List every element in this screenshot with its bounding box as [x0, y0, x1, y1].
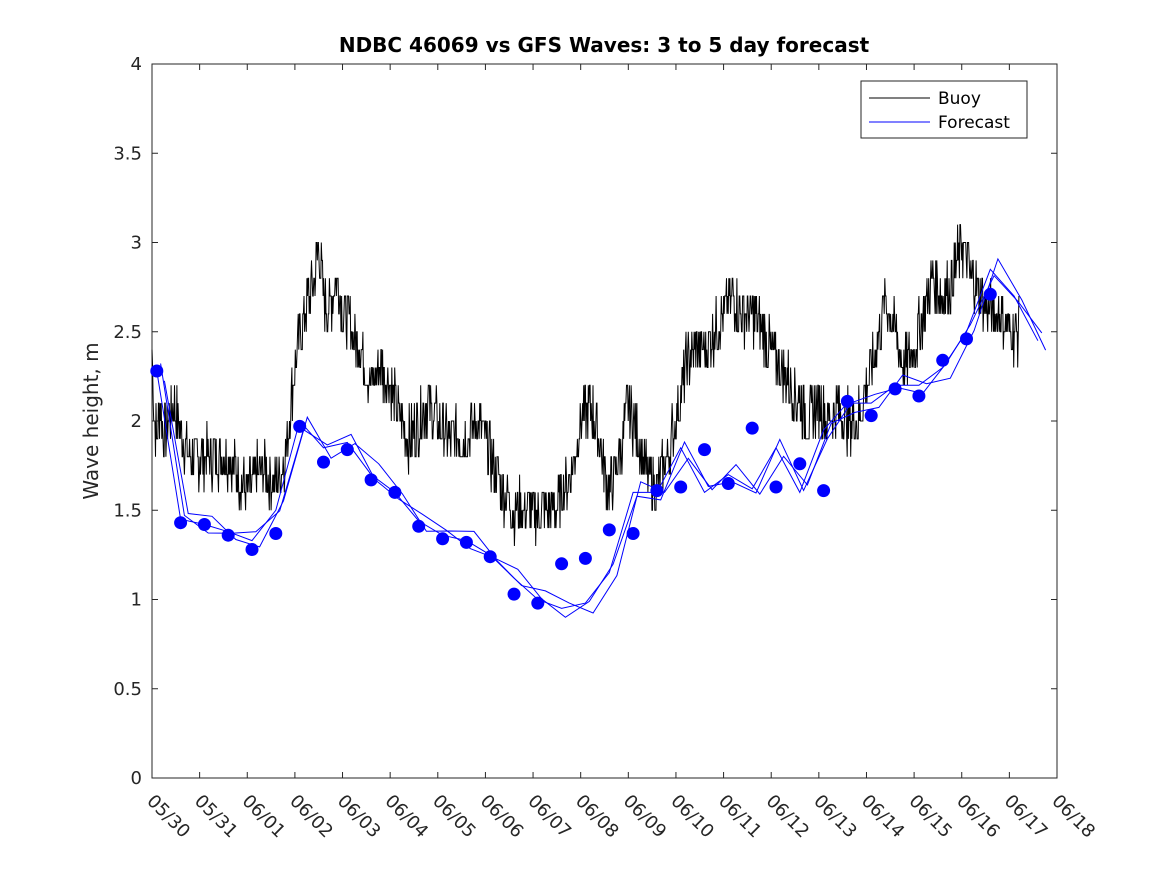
- y-tick-label: 3.5: [113, 143, 142, 164]
- forecast-point: [245, 543, 259, 556]
- forecast-point: [817, 484, 831, 498]
- forecast-point: [269, 527, 283, 540]
- y-axis-ticks: 0 0.5 1 1.5 2 2.5 3 3.5 4: [113, 54, 1057, 789]
- forecast-point: [340, 443, 354, 457]
- forecast-point: [483, 550, 497, 564]
- forecast-point: [293, 419, 307, 433]
- forecast-point: [412, 519, 426, 533]
- forecast-point: [364, 473, 378, 487]
- y-tick-label: 4: [131, 54, 142, 75]
- forecast-point: [840, 394, 854, 408]
- forecast-point: [197, 518, 211, 531]
- forecast-point: [793, 457, 807, 471]
- forecast-point: [459, 535, 473, 549]
- forecast-point: [150, 364, 164, 378]
- forecast-point: [507, 587, 521, 601]
- buoy-line: [151, 224, 1020, 547]
- y-tick-label: 3: [131, 233, 142, 254]
- forecast-line: [163, 257, 1047, 614]
- forecast-point: [936, 353, 950, 367]
- forecast-point: [317, 455, 330, 469]
- y-tick-label: 1: [131, 590, 142, 611]
- chart-title: NDBC 46069 vs GFS Waves: 3 to 5 day fore…: [339, 33, 870, 57]
- forecast-point: [912, 389, 926, 403]
- forecast-point: [626, 527, 640, 540]
- y-tick-label: 2.5: [113, 322, 142, 343]
- y-tick-label: 0: [131, 768, 142, 789]
- forecast-point: [221, 528, 235, 542]
- forecast-point: [983, 287, 997, 301]
- forecast-point: [864, 409, 878, 423]
- legend-forecast-label: Forecast: [938, 113, 1010, 133]
- legend: Buoy Forecast: [860, 80, 1028, 139]
- forecast-point: [388, 485, 402, 499]
- y-tick-label: 1.5: [113, 500, 142, 521]
- forecast-point: [436, 532, 450, 546]
- forecast-point: [721, 477, 735, 490]
- forecast-markers: [150, 287, 997, 610]
- forecast-point: [555, 557, 569, 571]
- y-tick-label: 0.5: [113, 679, 142, 700]
- legend-buoy-label: Buoy: [938, 89, 981, 109]
- forecast-point: [578, 551, 592, 565]
- forecast-point: [698, 443, 711, 457]
- axes-box: [151, 63, 1058, 779]
- plot-area: 00.511.522.533.54 05/3005/3106/0106/0206…: [113, 54, 1099, 842]
- forecast-point: [531, 596, 545, 610]
- y-tick-label: 2: [131, 411, 142, 432]
- forecast-point: [769, 480, 783, 494]
- forecast-point: [745, 421, 759, 435]
- buoy-series: [151, 224, 1020, 547]
- forecast-point: [602, 523, 616, 537]
- forecast-point: [674, 480, 688, 494]
- forecast-point: [174, 516, 188, 530]
- legend-box: [860, 80, 1028, 139]
- y-axis-label: Wave height, m: [79, 342, 103, 499]
- forecast-point: [960, 332, 973, 346]
- forecast-point: [888, 382, 902, 396]
- forecast-point: [650, 484, 664, 498]
